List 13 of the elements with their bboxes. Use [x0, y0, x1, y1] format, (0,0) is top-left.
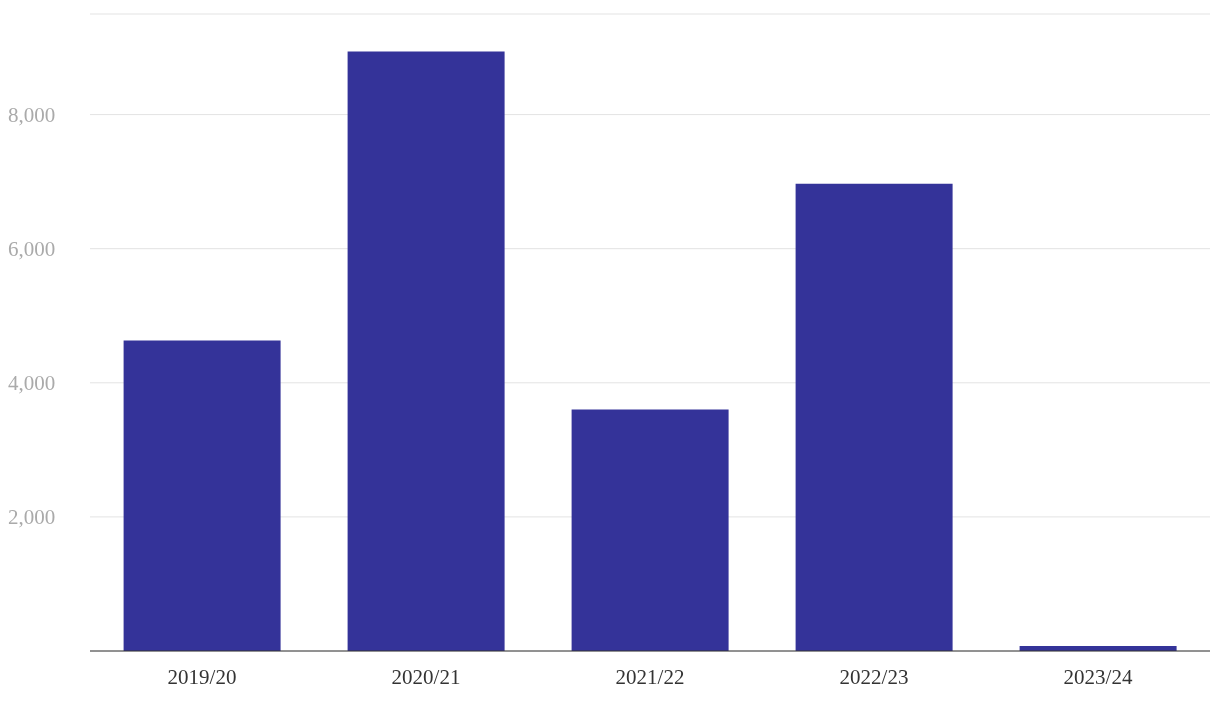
x-tick-label: 2019/20: [167, 664, 237, 689]
y-tick-label: 8,000: [8, 103, 56, 128]
y-tick-label: 2,000: [8, 505, 56, 530]
x-tick-label: 2021/22: [615, 664, 685, 689]
bar: [347, 51, 505, 651]
y-tick-label: 6,000: [8, 237, 56, 262]
bar: [123, 340, 281, 651]
x-tick-label: 2023/24: [1063, 664, 1133, 689]
bar: [571, 409, 729, 651]
x-tick-label: 2020/21: [391, 664, 461, 689]
y-tick-label: 4,000: [8, 371, 56, 396]
x-tick-label: 2022/23: [839, 664, 909, 689]
bar: [795, 183, 953, 651]
